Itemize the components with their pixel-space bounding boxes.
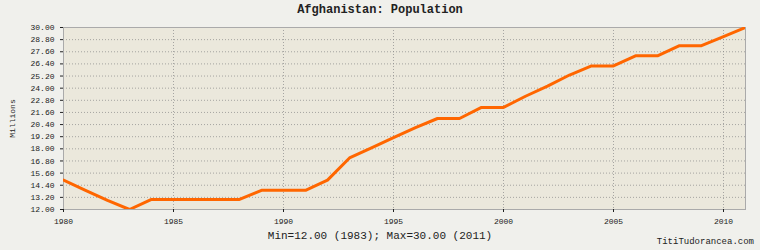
svg-text:18.00: 18.00 <box>30 144 54 153</box>
svg-text:2010: 2010 <box>714 217 733 226</box>
html-text:Min=12.00 (1983); Max=30.00 (2: Min=12.00 (1983); Max=30.00 (2011) <box>267 230 493 242</box>
svg-text:2000: 2000 <box>494 217 513 226</box>
svg-text:1990: 1990 <box>274 217 293 226</box>
svg-text:13.20: 13.20 <box>30 193 54 202</box>
svg-text:20.40: 20.40 <box>30 120 54 129</box>
svg-text:21.60: 21.60 <box>30 108 54 117</box>
svg-text:12.00: 12.00 <box>30 205 54 214</box>
html-text:TitiTudorancea.com: TitiTudorancea.com <box>656 237 754 247</box>
svg-text:16.80: 16.80 <box>30 157 54 166</box>
svg-text:22.80: 22.80 <box>30 96 54 105</box>
svg-text:Millions: Millions <box>8 99 17 138</box>
svg-text:2005: 2005 <box>604 217 623 226</box>
svg-text:14.40: 14.40 <box>30 181 54 190</box>
svg-text:25.20: 25.20 <box>30 72 54 81</box>
svg-text:1985: 1985 <box>164 217 183 226</box>
svg-text:19.20: 19.20 <box>30 132 54 141</box>
svg-text:24.00: 24.00 <box>30 84 54 93</box>
svg-text:1995: 1995 <box>384 217 403 226</box>
svg-text:15.60: 15.60 <box>30 169 54 178</box>
svg-text:1980: 1980 <box>54 217 73 226</box>
svg-text:30.00: 30.00 <box>30 23 54 32</box>
svg-text:26.40: 26.40 <box>30 59 54 68</box>
svg-text:28.80: 28.80 <box>30 35 54 44</box>
svg-text:27.60: 27.60 <box>30 47 54 56</box>
html-text:Afghanistan: Population: Afghanistan: Population <box>297 3 463 17</box>
